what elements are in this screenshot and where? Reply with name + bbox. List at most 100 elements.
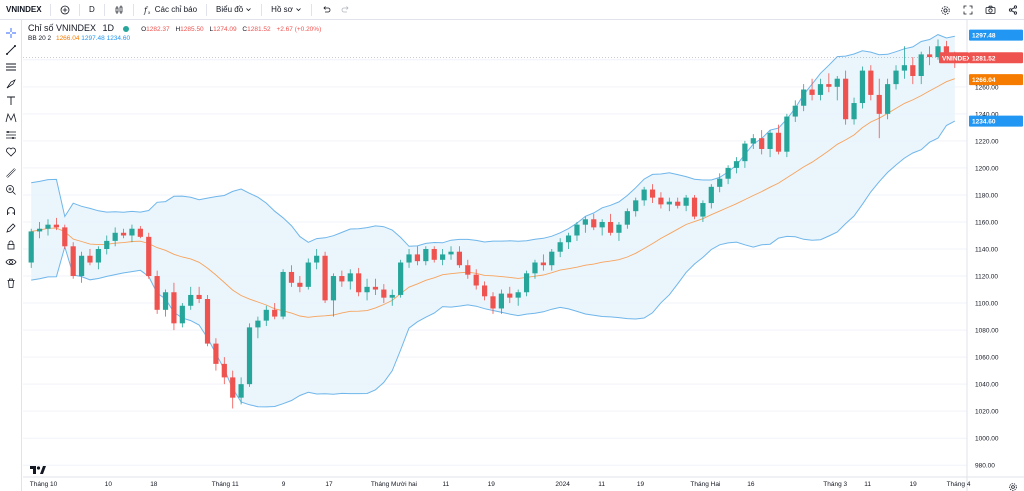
time-axis-tick-label: Tháng 3 [823,481,847,488]
ruler-icon[interactable] [4,166,18,180]
candle-body [482,285,488,297]
candle-body [95,249,101,263]
candle-body [616,224,622,233]
candle-body [70,246,76,277]
toolbar-divider [79,3,80,16]
candle-body [607,221,614,233]
candle [482,281,488,301]
candle [557,238,563,258]
candle [406,249,412,268]
toolbar-divider [103,3,105,16]
candle-body [767,132,773,149]
candle [372,278,379,295]
candle-body [834,78,840,87]
prediction-icon[interactable] [4,128,18,142]
candle-body [423,249,429,262]
candle-body [918,54,924,77]
price-axis-tick-label: 1080.00 [975,328,999,335]
chevron-down-icon [246,8,251,12]
brush-icon[interactable] [4,77,18,91]
share-button[interactable] [1002,1,1024,19]
trash-icon[interactable] [4,276,18,290]
candle-body [53,224,59,228]
candle [893,65,899,90]
legend-title: Chỉ số VNINDEX [28,23,97,33]
candle-body [272,309,278,317]
candle [213,338,219,371]
bollinger-legend[interactable]: BB 20 2 1266.04 1297.48 1234.60 [28,35,329,42]
candle-body [230,377,236,398]
candle-body [498,293,504,309]
chart-menu-button[interactable]: Biểu đồ [211,1,257,19]
snapshot-button[interactable] [979,1,1002,19]
candle-body [750,138,756,144]
crosshair-icon[interactable] [4,26,18,40]
candle [473,269,479,290]
candle [607,213,614,236]
candle-body [935,46,941,58]
change-value: +2.67 (+0.20%) [276,26,322,33]
text-tool-icon[interactable] [4,94,18,108]
candle-body [146,236,152,277]
candle-body [305,262,311,287]
time-axis-tick-label: 9 [282,481,286,488]
candle [322,251,328,304]
candle-body [565,235,572,243]
time-axis[interactable]: Tháng 10 10 18 Tháng 11 9 17 Tháng Mười hai 11 1… [23,476,1024,488]
bollinger-upper-line [31,34,955,247]
redo-button[interactable] [336,1,356,19]
candle-body [624,211,630,225]
upper-band-tag-bg [969,29,1023,41]
pencil-lock-icon[interactable] [4,221,18,235]
candle-body [733,161,740,168]
candle [339,270,345,287]
horizontal-lines-icon[interactable] [4,60,18,74]
heart-icon[interactable] [4,145,18,159]
candle-body [893,70,899,85]
axis-settings-button[interactable] [1008,479,1018,491]
fullscreen-button[interactable] [957,1,979,19]
bollinger-band-fill [31,34,955,407]
symbol-search[interactable]: VNINDEX [6,5,42,14]
magnet-icon[interactable] [4,204,18,218]
candle [238,377,244,405]
candle [775,124,782,155]
candle-body [179,305,185,324]
candle-body [633,200,639,212]
candle [120,228,127,239]
profile-menu-button[interactable]: Hồ sơ [266,1,307,19]
candle-body [45,224,51,229]
candle-body [465,265,471,275]
candle [112,227,118,247]
candles-icon [115,5,123,14]
eye-icon[interactable] [4,255,18,269]
tradingview-logo[interactable] [30,462,46,480]
candle [767,130,773,158]
candle-body [288,271,295,283]
time-axis-tick-label: 11 [598,481,605,488]
undo-button[interactable] [316,1,336,19]
candle [448,246,454,260]
candle [280,269,286,320]
candle [565,232,572,249]
price-axis[interactable]: 1280.001260.001240.001220.001200.001180.… [966,20,999,491]
interval-button[interactable]: D [89,5,95,14]
time-axis-tick-label: Tháng Mười hai [371,481,417,488]
compare-button[interactable] [55,1,75,19]
candle-body [666,201,672,205]
candle-body [171,292,177,324]
upper-band-tag-label: 1297.48 [972,33,996,40]
candle-body [591,219,597,228]
pattern-icon[interactable] [4,111,18,125]
settings-button[interactable] [934,1,957,19]
candle-body [414,254,421,262]
candle [675,197,681,209]
lock-icon[interactable] [4,238,18,252]
zoom-in-icon[interactable] [4,183,18,197]
trend-line-icon[interactable] [4,43,18,57]
price-chart[interactable]: 1280.001260.001240.001220.001200.001180.… [23,20,1024,491]
toolbar-divider [50,3,51,16]
candle [876,78,882,139]
chart-type-button[interactable] [109,1,129,19]
